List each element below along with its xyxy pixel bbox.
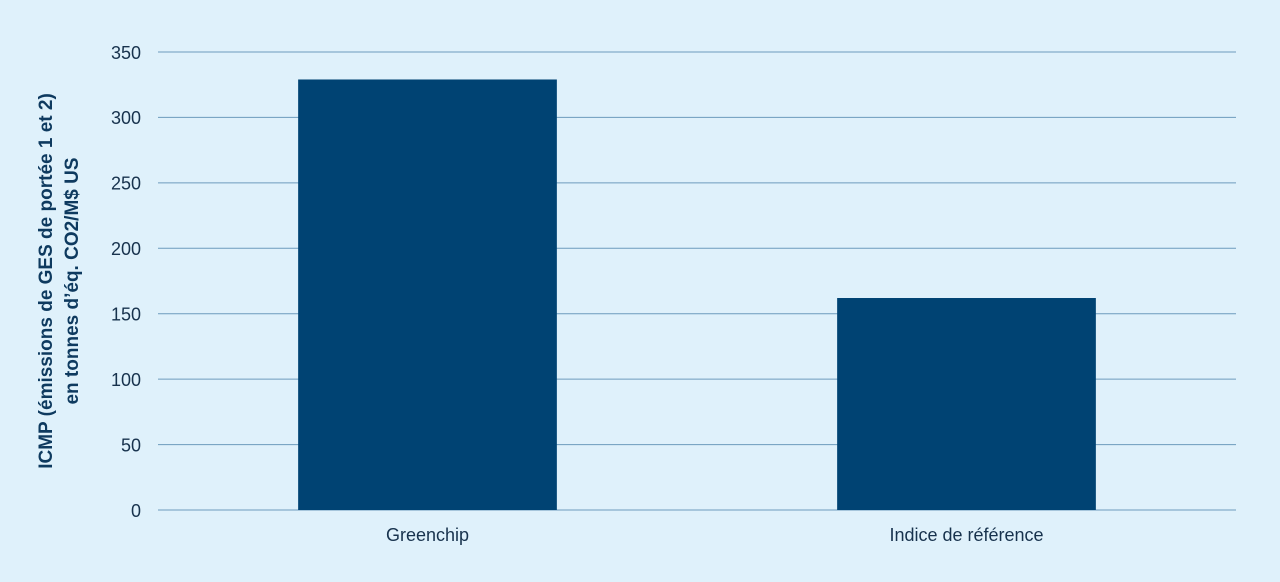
y-tick-label: 100 [111,370,141,390]
y-tick-label: 350 [111,43,141,63]
y-tick-label: 50 [121,435,141,455]
y-tick-label: 300 [111,108,141,128]
y-tick-label: 150 [111,304,141,324]
y-axis-title-line: ICMP (émissions de GES de portée 1 et 2) [36,93,57,469]
y-tick-label: 200 [111,239,141,259]
bar [298,79,557,510]
bar [837,298,1096,510]
y-axis-title: ICMP (émissions de GES de portée 1 et 2)… [36,93,83,469]
x-tick-label: Indice de référence [889,525,1043,545]
x-tick-label: Greenchip [386,525,469,545]
y-tick-label: 0 [131,501,141,521]
y-axis-title-line: en tonnes d’éq. CO2/M$ US [62,157,83,404]
y-tick-label: 250 [111,174,141,194]
